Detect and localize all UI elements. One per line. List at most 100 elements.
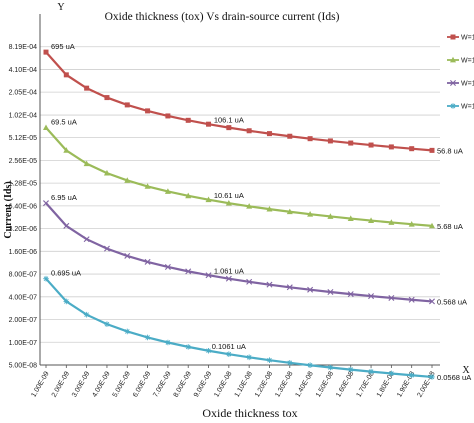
data-point [124,102,130,108]
data-point [286,208,293,215]
data-point [307,362,313,369]
y-tick-label: 2.56E-05 [9,158,38,165]
data-label: 1.061 uA [214,267,244,276]
data-point [266,205,273,212]
data-label: 0.0568 uA [437,373,471,382]
y-tick-label: 2.00E-07 [9,317,38,324]
data-point [83,311,90,318]
data-point [266,357,273,363]
data-point [83,160,90,167]
legend-item: W=1E-7 [447,56,474,65]
x-tick-label: 1.70E-08 [356,370,376,398]
legend-item: W=1E-6 [447,34,474,42]
data-point [388,144,394,150]
x-tick-label: 7.00E-09 [152,370,172,398]
data-point [145,108,151,114]
x-tick-label: 5.00E-09 [112,370,132,398]
data-point [286,284,293,291]
data-point [43,124,49,131]
data-point [429,298,435,305]
x-axis-letter: X [462,365,470,376]
data-label: 69.5 uA [51,118,77,127]
y-tick-label: 3.20E-06 [9,226,38,233]
data-point [185,192,192,199]
data-label: 106.1 uA [214,116,244,125]
data-point [429,222,435,229]
y-tick-label: 6.40E-06 [9,203,38,210]
x-tick-label: 1.00E-09 [30,370,50,398]
legend-item: W=1E-9 [447,103,474,111]
legend-item: W=1E-8 [447,80,474,88]
series-line [45,126,433,227]
legend-label: W=1E-6 [461,35,474,42]
chart-title: Oxide thickness (tox) Vs drain-source cu… [105,11,340,23]
x-tick-label: 1.00E-08 [213,370,233,398]
data-point [225,199,232,206]
data-point [206,121,212,127]
legend: W=1E-6 W=1E-7 W=1E-8 W=1E-9 [447,34,474,111]
y-axis-letter: Y [57,2,64,13]
data-point [368,142,374,148]
data-label: 5.68 uA [437,222,463,231]
y-tick-label: 4.00E-07 [9,294,38,301]
data-point [165,113,171,119]
data-point [246,354,252,361]
y-tick-label: 2.05E-04 [9,90,38,97]
data-point [124,252,131,259]
x-tick-label: 8.00E-09 [173,370,193,398]
series-W=1E-6 [43,49,435,153]
data-point [327,364,334,371]
y-tick-label: 1.28E-05 [9,181,38,188]
data-point [205,196,212,203]
series-W=1E-7 [43,124,435,229]
y-tick-label: 1.00E-07 [9,340,38,347]
x-tick-label: 2.00E-08 [416,370,436,398]
x-tick-label: 9.00E-09 [193,370,213,398]
series-line [45,202,433,303]
y-axis-title: Current (Ids) [3,181,14,238]
data-point [185,117,191,123]
data-point [327,138,333,144]
data-label: 0.695 uA [51,269,81,278]
data-point [368,293,375,300]
legend-label: W=1E-8 [461,81,474,88]
data-point [368,217,375,223]
data-point [286,360,293,366]
data-point [408,372,415,379]
data-point [388,370,395,377]
data-point [450,103,456,109]
x-tick-label: 1.50E-08 [315,370,335,398]
x-tick-label: 1.10E-08 [234,370,254,398]
x-tick-label: 1.60E-08 [335,370,355,398]
x-tick-label: 4.00E-09 [91,370,111,398]
data-point [104,95,110,101]
x-tick-label: 1.20E-08 [254,370,274,398]
x-tick-labels: 1.00E-09 2.00E-09 3.00E-09 4.00E-09 5.00E-09… [30,370,436,398]
data-point [63,147,70,153]
data-point [287,133,293,139]
x-tick-label: 1.40E-08 [295,370,315,398]
data-point [327,288,334,295]
data-point [266,281,273,288]
data-label: 0.1061 uA [212,342,246,351]
data-point [124,177,131,183]
data-point [165,339,171,346]
x-axis-title: Oxide thickness tox [202,406,297,420]
data-label: 6.95 uA [51,193,77,202]
data-point [348,140,354,146]
data-point [226,351,232,357]
x-tick-label: 2.00E-09 [51,370,71,398]
series-line [45,277,433,379]
x-tick-label: 1.30E-08 [274,370,294,398]
data-point [450,34,456,40]
data-point [84,85,90,91]
y-tick-label: 4.10E-04 [9,67,38,74]
y-tick-label: 8.00E-07 [9,272,38,279]
y-tick-label: 5.12E-05 [9,135,38,142]
data-point [43,275,49,282]
y-tick-label: 1.60E-06 [9,249,38,256]
y-tick-label: 5.00E-08 [9,363,38,370]
data-point [164,263,171,270]
data-point [144,334,151,341]
